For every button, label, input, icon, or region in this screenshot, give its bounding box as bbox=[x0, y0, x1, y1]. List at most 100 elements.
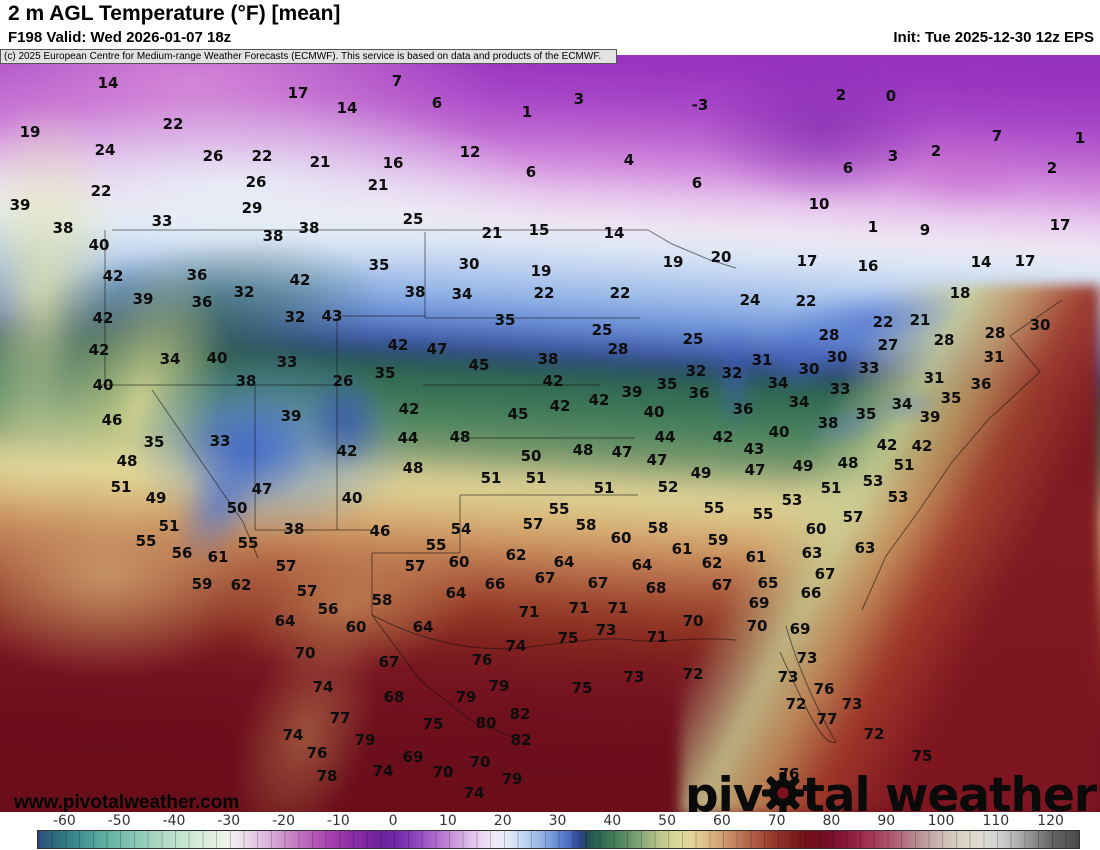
colorbar-tick: 90 bbox=[877, 813, 896, 829]
colorbar bbox=[37, 830, 1080, 849]
temp-label: 46 bbox=[369, 522, 391, 540]
temp-label: 74 bbox=[372, 762, 394, 780]
temp-label: 25 bbox=[402, 210, 424, 228]
temp-label: 34 bbox=[451, 285, 473, 303]
colorbar-area: -60 -50 -40 -30 -20 -10 0 10 20 30 40 50 60 70 80 90 100… bbox=[0, 812, 1100, 850]
temp-label: 67 bbox=[814, 565, 836, 583]
temp-label: 25 bbox=[591, 321, 613, 339]
temp-label: 42 bbox=[876, 436, 898, 454]
colorbar-tick: 120 bbox=[1037, 813, 1064, 829]
temp-label: 6 bbox=[525, 163, 537, 181]
temp-label: 58 bbox=[647, 519, 669, 537]
temp-label: 17 bbox=[1014, 252, 1036, 270]
temp-label: 38 bbox=[262, 227, 284, 245]
temp-label: 71 bbox=[607, 599, 629, 617]
temp-label: 39 bbox=[919, 408, 941, 426]
temp-label: 30 bbox=[798, 360, 820, 378]
temp-label: 63 bbox=[801, 544, 823, 562]
temp-label: 42 bbox=[911, 437, 933, 455]
temp-label: 17 bbox=[287, 84, 309, 102]
temp-label: 47 bbox=[251, 480, 273, 498]
temp-label: 38 bbox=[235, 372, 257, 390]
temp-label: 21 bbox=[481, 224, 503, 242]
temp-label: 75 bbox=[911, 747, 933, 765]
colorbar-tick: -20 bbox=[272, 813, 295, 829]
colorbar-tick: 110 bbox=[982, 813, 1010, 829]
temp-label: 38 bbox=[537, 350, 559, 368]
temp-label: 51 bbox=[480, 469, 502, 487]
temp-label: 24 bbox=[94, 141, 116, 159]
temp-label: 12 bbox=[459, 143, 481, 161]
temp-label: 36 bbox=[191, 293, 213, 311]
colorbar-tick: 50 bbox=[658, 813, 676, 829]
temp-label: 64 bbox=[631, 556, 653, 574]
temp-label: 63 bbox=[854, 539, 876, 557]
temp-label: 32 bbox=[233, 283, 255, 301]
colorbar-tick: -60 bbox=[52, 813, 76, 829]
temp-label: 60 bbox=[610, 529, 632, 547]
init-time-label: Init: Tue 2025-12-30 12z EPS bbox=[893, 29, 1094, 46]
border-line bbox=[647, 229, 737, 269]
temp-label: 60 bbox=[345, 618, 367, 636]
temp-label: 16 bbox=[382, 154, 404, 172]
temp-label: 40 bbox=[341, 489, 363, 507]
temp-label: 62 bbox=[230, 576, 252, 594]
temp-label: 2 bbox=[1046, 159, 1058, 177]
temp-label: 67 bbox=[711, 576, 733, 594]
valid-time-label: F198 Valid: Wed 2026-01-07 18z bbox=[8, 29, 232, 46]
temp-label: 49 bbox=[690, 464, 712, 482]
temp-label: 74 bbox=[312, 678, 334, 696]
temp-label: 79 bbox=[354, 731, 376, 749]
temp-label: 82 bbox=[509, 705, 531, 723]
temp-label: 26 bbox=[332, 372, 354, 390]
temp-label: 43 bbox=[321, 307, 343, 325]
temp-label: 51 bbox=[893, 456, 915, 474]
temp-label: 39 bbox=[621, 383, 643, 401]
temp-label: 60 bbox=[805, 520, 827, 538]
temp-label: 28 bbox=[818, 326, 840, 344]
temp-label: 74 bbox=[282, 726, 304, 744]
colorbar-tick: 0 bbox=[388, 813, 398, 829]
colorbar-tick: 60 bbox=[712, 813, 731, 829]
temp-label: 51 bbox=[158, 517, 180, 535]
temp-label: 68 bbox=[645, 579, 667, 597]
temp-label: 48 bbox=[402, 459, 424, 477]
temp-label: 4 bbox=[623, 151, 635, 169]
temp-label: 19 bbox=[19, 123, 41, 141]
temp-label: 33 bbox=[829, 380, 851, 398]
temp-label: 55 bbox=[425, 536, 447, 554]
temp-label: 51 bbox=[525, 469, 547, 487]
temp-label: 53 bbox=[862, 472, 884, 490]
temp-label: 20 bbox=[710, 248, 732, 266]
temp-label: 45 bbox=[507, 405, 529, 423]
temp-label: 55 bbox=[135, 532, 157, 550]
temp-label: 40 bbox=[206, 349, 228, 367]
temp-label: 70 bbox=[746, 617, 768, 635]
temp-label: 62 bbox=[505, 546, 527, 564]
temp-label: 42 bbox=[289, 271, 311, 289]
temp-label: 14 bbox=[970, 253, 992, 271]
temp-label: 57 bbox=[404, 557, 426, 575]
temp-label: 75 bbox=[422, 715, 444, 733]
temp-label: 70 bbox=[469, 753, 491, 771]
temp-label: 3 bbox=[573, 90, 585, 108]
temp-label: 42 bbox=[336, 442, 358, 460]
temp-label: 49 bbox=[792, 457, 814, 475]
temp-label: 3 bbox=[887, 147, 899, 165]
temp-label: 42 bbox=[542, 372, 564, 390]
temp-label: 70 bbox=[294, 644, 316, 662]
temp-label: 42 bbox=[588, 391, 610, 409]
temp-label: 0 bbox=[885, 87, 897, 105]
temp-label: 21 bbox=[367, 176, 389, 194]
temp-label: 17 bbox=[1049, 216, 1071, 234]
temp-label: 73 bbox=[595, 621, 617, 639]
temp-label: 14 bbox=[603, 224, 625, 242]
temp-label: 55 bbox=[703, 499, 725, 517]
temp-label: 31 bbox=[983, 348, 1005, 366]
temp-label: 7 bbox=[391, 72, 403, 90]
temp-label: 50 bbox=[226, 499, 248, 517]
temp-label: 47 bbox=[646, 451, 668, 469]
temp-label: -3 bbox=[691, 96, 709, 114]
temp-label: 42 bbox=[398, 400, 420, 418]
border-line bbox=[779, 651, 837, 744]
